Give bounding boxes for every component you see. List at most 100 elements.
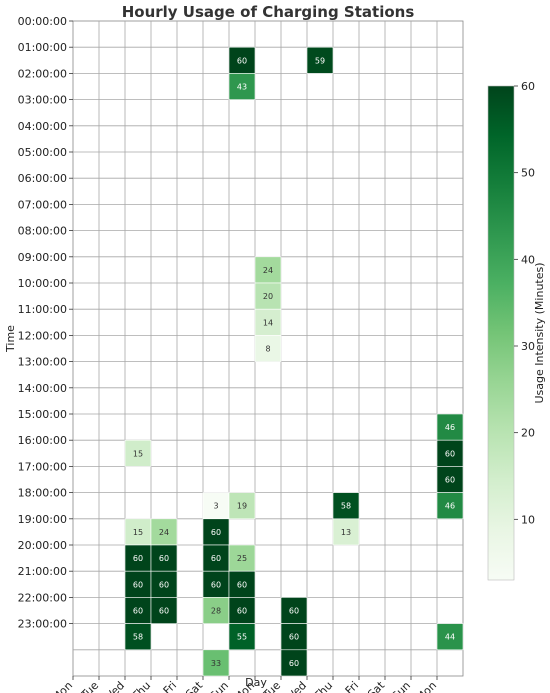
heatmap-cell	[228, 46, 256, 74]
y-tick-label: 21:00:00	[18, 565, 67, 578]
colorbar-gradient	[487, 85, 515, 581]
colorbar-tick-label: 10	[521, 513, 535, 526]
cell-value-label: 60	[159, 580, 169, 589]
y-tick-label: 04:00:00	[18, 120, 67, 133]
cell-value-label: 28	[211, 607, 221, 616]
cell-value-label: 60	[237, 607, 247, 616]
heatmap-cell	[202, 597, 230, 624]
heatmap-cell	[306, 46, 334, 74]
chart-title: Hourly Usage of Charging Stations	[122, 3, 415, 21]
heatmap-cell	[124, 597, 152, 624]
cell-value-label: 60	[445, 449, 455, 458]
cell-value-label: 60	[237, 580, 247, 589]
y-axis-ticks: 00:00:00 01:00:00 02:00:00 03:00:00 04:00:00…	[18, 15, 73, 631]
x-tick-label: Sun	[389, 679, 413, 693]
cell-value-label: 46	[445, 423, 455, 432]
x-tick-label: Fri	[161, 679, 179, 693]
x-tick-label: Sun	[207, 679, 231, 693]
colorbar-tick-label: 30	[521, 340, 535, 353]
cell-value-label: 25	[237, 554, 247, 563]
cell-value-label: 19	[237, 502, 247, 511]
y-tick-label: 23:00:00	[18, 618, 67, 631]
y-tick-label: 18:00:00	[18, 487, 67, 500]
cell-value-label: 60	[133, 554, 143, 563]
heatmap-cell	[150, 518, 178, 546]
heatmap-cell	[436, 623, 464, 651]
x-tick-label: Tue	[78, 679, 101, 693]
colorbar-tick-label: 60	[521, 80, 535, 93]
y-tick-label: 10:00:00	[18, 277, 67, 290]
cell-value-label: 60	[289, 633, 299, 642]
heatmap-cell	[332, 518, 360, 546]
cell-value-label: 24	[263, 266, 273, 275]
heatmap-cell	[280, 597, 308, 624]
heatmap-cell	[202, 544, 230, 572]
x-tick-label: Sat	[365, 678, 387, 693]
cell-value-label: 44	[445, 633, 455, 642]
heatmap-cell	[228, 570, 256, 598]
x-axis-label: Day	[245, 676, 267, 689]
colorbar-tick-label: 20	[521, 427, 535, 440]
x-tick-label: Sat	[183, 678, 205, 693]
cell-value-label: 60	[133, 580, 143, 589]
y-tick-label: 02:00:00	[18, 67, 67, 80]
cell-value-label: 46	[445, 502, 455, 511]
colorbar-label: Usage Intensity (Minutes)	[533, 262, 546, 403]
y-tick-label: 16:00:00	[18, 434, 67, 447]
x-tick-label: Fri	[343, 679, 361, 693]
y-tick-label: 13:00:00	[18, 356, 67, 369]
cell-value-label: 3	[213, 502, 218, 511]
heatmap-cell	[436, 439, 464, 467]
x-tick-label: Thu	[129, 679, 154, 693]
heatmap-cell	[150, 544, 178, 572]
cell-value-label: 55	[237, 633, 247, 642]
heatmap-cell	[228, 544, 256, 572]
cell-value-label: 33	[211, 659, 221, 668]
heatmap-cell	[124, 439, 152, 467]
heatmap-cell	[436, 492, 464, 520]
colorbar-tick-label: 50	[521, 167, 535, 180]
heatmap-cell	[254, 256, 282, 284]
cell-value-label: 58	[341, 502, 351, 511]
cell-value-label: 58	[133, 633, 143, 642]
cell-value-label: 60	[289, 659, 299, 668]
heatmap-cell	[124, 623, 152, 651]
heatmap-cell	[124, 518, 152, 546]
heatmap-cell	[436, 466, 464, 493]
cell-value-label: 60	[211, 554, 221, 563]
heatmap-cell	[280, 649, 308, 677]
cell-value-label: 60	[289, 607, 299, 616]
y-tick-label: 11:00:00	[18, 303, 67, 316]
cell-value-label: 15	[133, 528, 143, 537]
heatmap-cell	[228, 492, 256, 520]
y-tick-label: 07:00:00	[18, 198, 67, 211]
cell-value-label: 13	[341, 528, 351, 537]
x-tick-label: Mon	[50, 679, 76, 693]
heatmap-cell	[202, 492, 230, 520]
x-tick-label: Thu	[311, 679, 336, 693]
cell-value-label: 60	[159, 554, 169, 563]
cell-value-label: 43	[237, 83, 247, 92]
y-tick-label: 12:00:00	[18, 329, 67, 342]
heatmap-cell	[228, 73, 256, 100]
cell-value-label: 59	[315, 56, 325, 65]
cell-value-label: 60	[445, 476, 455, 485]
y-tick-label: 05:00:00	[18, 146, 67, 159]
cell-value-label: 24	[159, 528, 169, 537]
cell-value-label: 60	[211, 580, 221, 589]
cell-value-label: 60	[237, 56, 247, 65]
cell-value-label: 60	[159, 607, 169, 616]
heatmap-cells: 60 59 43 24 20 14 8 46 15 60 60 3 19 58 46 15 24 60 13 60 60…	[124, 46, 464, 677]
x-tick-label: Mon	[414, 679, 440, 693]
y-tick-label: 19:00:00	[18, 513, 67, 526]
heatmap-cell	[228, 623, 256, 651]
cell-value-label: 8	[265, 345, 270, 354]
x-tick-label: Wed	[101, 679, 127, 693]
cell-value-label: 60	[211, 528, 221, 537]
cell-value-label: 14	[263, 318, 273, 327]
y-tick-label: 15:00:00	[18, 408, 67, 421]
colorbar: 10 20 30 40 50 60	[487, 80, 535, 581]
heatmap-cell	[150, 597, 178, 624]
heatmap-cell	[332, 492, 360, 520]
